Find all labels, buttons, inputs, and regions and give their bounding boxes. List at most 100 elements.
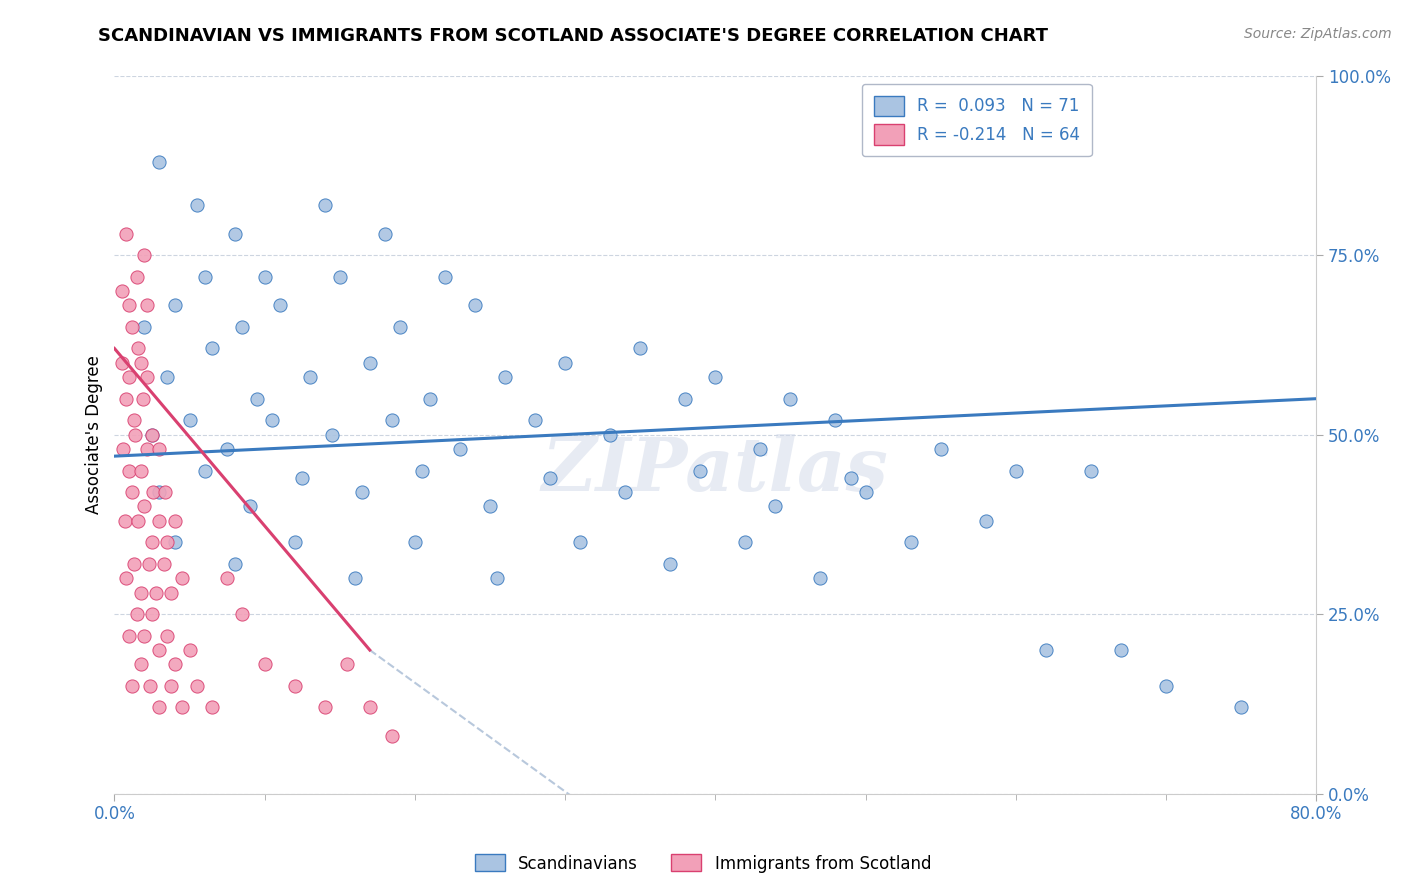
Point xyxy=(262,413,284,427)
Point xyxy=(186,198,208,212)
Point xyxy=(179,643,201,657)
Point xyxy=(314,700,336,714)
Point xyxy=(614,485,637,500)
Point xyxy=(134,500,156,514)
Legend: R =  0.093   N = 71, R = -0.214   N = 64: R = 0.093 N = 71, R = -0.214 N = 64 xyxy=(862,84,1091,156)
Point xyxy=(125,269,148,284)
Point xyxy=(141,427,163,442)
Point xyxy=(974,514,997,528)
Point xyxy=(554,356,576,370)
Point xyxy=(121,679,143,693)
Point xyxy=(494,370,516,384)
Point xyxy=(855,485,877,500)
Point xyxy=(201,342,224,356)
Point xyxy=(132,392,155,406)
Legend: Scandinavians, Immigrants from Scotland: Scandinavians, Immigrants from Scotland xyxy=(468,847,938,880)
Point xyxy=(145,585,167,599)
Point xyxy=(779,392,801,406)
Point xyxy=(253,657,276,672)
Point xyxy=(1004,463,1026,477)
Point xyxy=(111,356,134,370)
Point xyxy=(1109,643,1132,657)
Point xyxy=(524,413,547,427)
Point xyxy=(134,629,156,643)
Point xyxy=(163,514,186,528)
Point xyxy=(1154,679,1177,693)
Point xyxy=(139,679,162,693)
Point xyxy=(284,535,307,549)
Point xyxy=(749,442,772,456)
Point xyxy=(121,485,143,500)
Point xyxy=(336,657,359,672)
Point xyxy=(734,535,756,549)
Point xyxy=(673,392,696,406)
Point xyxy=(810,571,832,585)
Point xyxy=(1230,700,1253,714)
Point xyxy=(153,557,176,571)
Point xyxy=(138,557,160,571)
Point xyxy=(134,248,156,262)
Point xyxy=(352,485,374,500)
Point xyxy=(433,269,456,284)
Point xyxy=(253,269,276,284)
Text: ZIPatlas: ZIPatlas xyxy=(541,434,889,507)
Point xyxy=(118,298,141,312)
Point xyxy=(148,700,170,714)
Point xyxy=(343,571,366,585)
Point xyxy=(569,535,592,549)
Point xyxy=(388,319,411,334)
Point xyxy=(125,607,148,621)
Point xyxy=(291,471,314,485)
Point xyxy=(411,463,433,477)
Point xyxy=(124,427,146,442)
Point xyxy=(224,227,246,241)
Point xyxy=(136,442,159,456)
Point xyxy=(231,319,253,334)
Point xyxy=(141,535,163,549)
Point xyxy=(118,463,141,477)
Point xyxy=(148,154,170,169)
Point xyxy=(763,500,786,514)
Point xyxy=(1080,463,1102,477)
Point xyxy=(115,571,138,585)
Point xyxy=(179,413,201,427)
Point xyxy=(114,514,136,528)
Point xyxy=(122,413,145,427)
Point xyxy=(155,485,177,500)
Point xyxy=(900,535,922,549)
Point xyxy=(111,284,134,298)
Point xyxy=(115,392,138,406)
Point xyxy=(115,227,138,241)
Point xyxy=(839,471,862,485)
Point xyxy=(689,463,711,477)
Text: SCANDINAVIAN VS IMMIGRANTS FROM SCOTLAND ASSOCIATE'S DEGREE CORRELATION CHART: SCANDINAVIAN VS IMMIGRANTS FROM SCOTLAND… xyxy=(98,27,1049,45)
Point xyxy=(478,500,501,514)
Point xyxy=(314,198,336,212)
Point xyxy=(486,571,509,585)
Point xyxy=(170,571,193,585)
Y-axis label: Associate's Degree: Associate's Degree xyxy=(86,355,103,514)
Point xyxy=(359,700,381,714)
Point xyxy=(404,535,426,549)
Point xyxy=(269,298,291,312)
Point xyxy=(217,442,239,456)
Point xyxy=(131,463,153,477)
Text: Source: ZipAtlas.com: Source: ZipAtlas.com xyxy=(1244,27,1392,41)
Point xyxy=(659,557,682,571)
Point xyxy=(148,643,170,657)
Point xyxy=(136,370,159,384)
Point xyxy=(929,442,952,456)
Point xyxy=(374,227,396,241)
Point xyxy=(381,729,404,743)
Point xyxy=(1035,643,1057,657)
Point xyxy=(381,413,404,427)
Point xyxy=(824,413,846,427)
Point xyxy=(284,679,307,693)
Point xyxy=(538,471,561,485)
Point xyxy=(136,298,159,312)
Point xyxy=(298,370,321,384)
Point xyxy=(122,557,145,571)
Point xyxy=(131,585,153,599)
Point xyxy=(121,319,143,334)
Point xyxy=(186,679,208,693)
